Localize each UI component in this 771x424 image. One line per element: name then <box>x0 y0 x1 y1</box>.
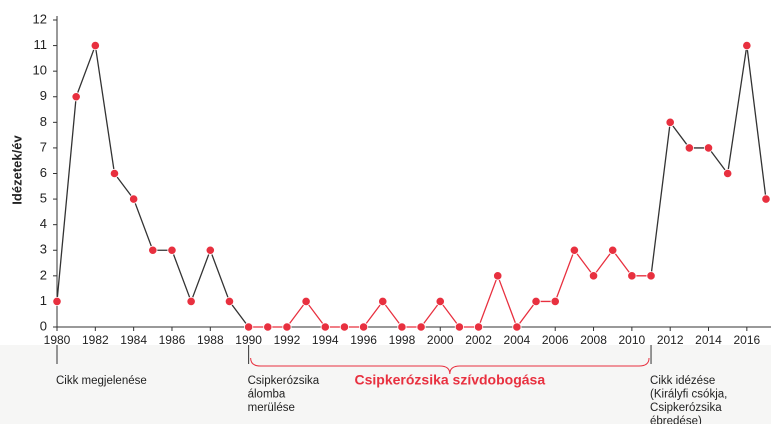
point <box>665 117 675 127</box>
point <box>263 322 273 332</box>
y-axis-label: Idézetek/év <box>9 135 24 205</box>
x-tick-label: 1984 <box>120 333 147 347</box>
point <box>205 245 215 255</box>
x-tick-label: 2000 <box>427 333 454 347</box>
line <box>56 43 250 328</box>
y-tick-label: 3 <box>40 242 47 257</box>
point <box>52 296 62 307</box>
x-tick-label: 1988 <box>197 333 224 347</box>
point <box>646 271 656 281</box>
x-tick-label: 2008 <box>580 333 607 347</box>
annotation-text: Csipkerózsika <box>248 375 320 387</box>
point <box>167 245 177 255</box>
point <box>512 322 522 332</box>
point <box>397 322 407 332</box>
annotation-text: merülése <box>248 402 295 414</box>
annotation-text: (Királyfi csókja, <box>650 389 727 401</box>
point <box>109 168 120 179</box>
x-tick-label: 2014 <box>695 333 722 347</box>
annotation-text: ébredése) <box>650 416 702 424</box>
x-tick-label: 1982 <box>82 333 109 347</box>
point <box>129 194 139 204</box>
x-tick-label: 2010 <box>619 333 646 347</box>
x-tick-label: 1992 <box>274 333 301 347</box>
footer-band <box>0 345 771 424</box>
brace <box>250 357 650 375</box>
x-tick-label: 1996 <box>350 333 377 347</box>
point <box>550 296 560 307</box>
point <box>90 40 100 51</box>
point <box>454 322 465 332</box>
point <box>531 296 541 307</box>
point <box>186 296 196 307</box>
point <box>473 322 484 332</box>
y-tick-label: 9 <box>40 88 47 103</box>
y-tick-label: 0 <box>40 318 47 333</box>
x-tick-label: 2004 <box>504 333 531 347</box>
y-tick-label: 2 <box>40 267 47 282</box>
point <box>493 271 503 281</box>
y-tick-label: 12 <box>33 11 47 26</box>
point <box>684 143 694 153</box>
line <box>650 45 767 276</box>
point <box>358 322 369 332</box>
x-tick-label: 1986 <box>159 333 186 347</box>
point <box>339 322 350 332</box>
point <box>416 322 426 332</box>
x-tick-label: 2006 <box>542 333 569 347</box>
point <box>761 194 771 204</box>
annotation-text: Cikk idézése <box>650 375 715 387</box>
line <box>248 248 652 329</box>
point <box>627 271 637 281</box>
point <box>148 245 158 255</box>
point <box>320 322 330 332</box>
annotation-text: álomba <box>248 389 286 401</box>
y-tick-label: 8 <box>40 114 47 129</box>
y-tick-label: 1 <box>40 293 47 308</box>
point <box>608 245 618 255</box>
x-tick-label: 2012 <box>657 333 684 347</box>
point <box>723 168 733 179</box>
point <box>244 322 254 332</box>
annotation-text: Cikk megjelenése <box>56 375 147 387</box>
point <box>435 296 445 307</box>
x-tick-label: 2002 <box>465 333 492 347</box>
y-tick-label: 10 <box>33 63 47 78</box>
point <box>224 296 235 307</box>
y-tick-label: 4 <box>40 216 47 231</box>
annotation-text: Csipkerózsika <box>650 402 722 414</box>
y-tick-label: 7 <box>40 139 47 154</box>
y-tick-label: 6 <box>40 165 47 180</box>
point <box>588 271 599 281</box>
x-tick-label: 1994 <box>312 333 339 347</box>
y-tick-label: 11 <box>34 37 48 52</box>
x-tick-label: 1990 <box>235 333 262 347</box>
x-tick-label: 1998 <box>389 333 416 347</box>
point <box>742 40 752 51</box>
point <box>282 322 292 332</box>
y-tick-label: 5 <box>40 191 47 206</box>
point <box>569 245 579 255</box>
x-tick-label: 1980 <box>44 333 71 347</box>
point <box>71 92 81 102</box>
point <box>301 296 311 307</box>
point <box>378 296 388 307</box>
point <box>703 143 714 153</box>
x-tick-label: 2016 <box>733 333 760 347</box>
brace-label: Csipkerózsika szívdobogása <box>355 372 546 388</box>
